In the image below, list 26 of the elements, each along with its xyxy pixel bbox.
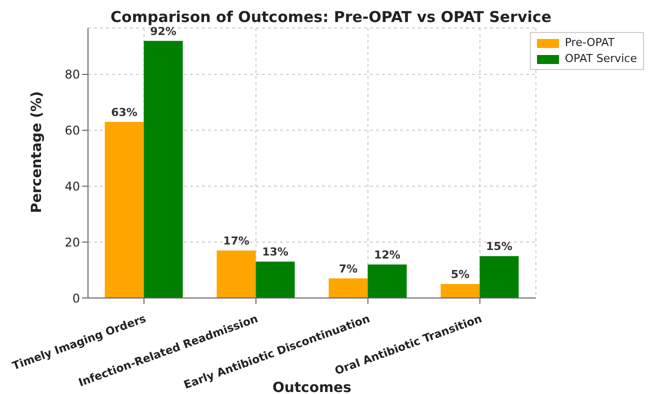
chart-title: Comparison of Outcomes: Pre-OPAT vs OPAT Service: [110, 8, 552, 26]
y-tick-label: 40: [64, 179, 80, 194]
data-label: 17%: [223, 234, 250, 248]
y-tick-label: 60: [64, 124, 80, 138]
bar: [368, 264, 407, 298]
legend-label: OPAT Service: [564, 51, 637, 67]
y-axis-title: Percentage (%): [28, 91, 45, 213]
bar: [216, 250, 256, 298]
data-label: 92%: [150, 24, 176, 38]
bar: [480, 256, 519, 298]
data-label: 12%: [374, 248, 400, 262]
y-tick-label: 80: [64, 68, 80, 82]
y-tick-label: 0: [72, 291, 80, 306]
bar: [104, 122, 144, 298]
data-label: 13%: [262, 246, 288, 259]
data-label: 63%: [111, 106, 138, 119]
legend-label: Pre-OPAT: [564, 35, 616, 51]
data-label: 15%: [486, 240, 512, 254]
data-label: 7%: [338, 262, 358, 276]
data-label: 5%: [450, 268, 470, 282]
bar: [328, 278, 368, 298]
bar: [256, 262, 295, 298]
x-axis-title: Outcomes: [272, 380, 352, 394]
bar: [144, 40, 183, 298]
bar: [440, 284, 480, 298]
y-tick-label: 20: [64, 235, 80, 250]
